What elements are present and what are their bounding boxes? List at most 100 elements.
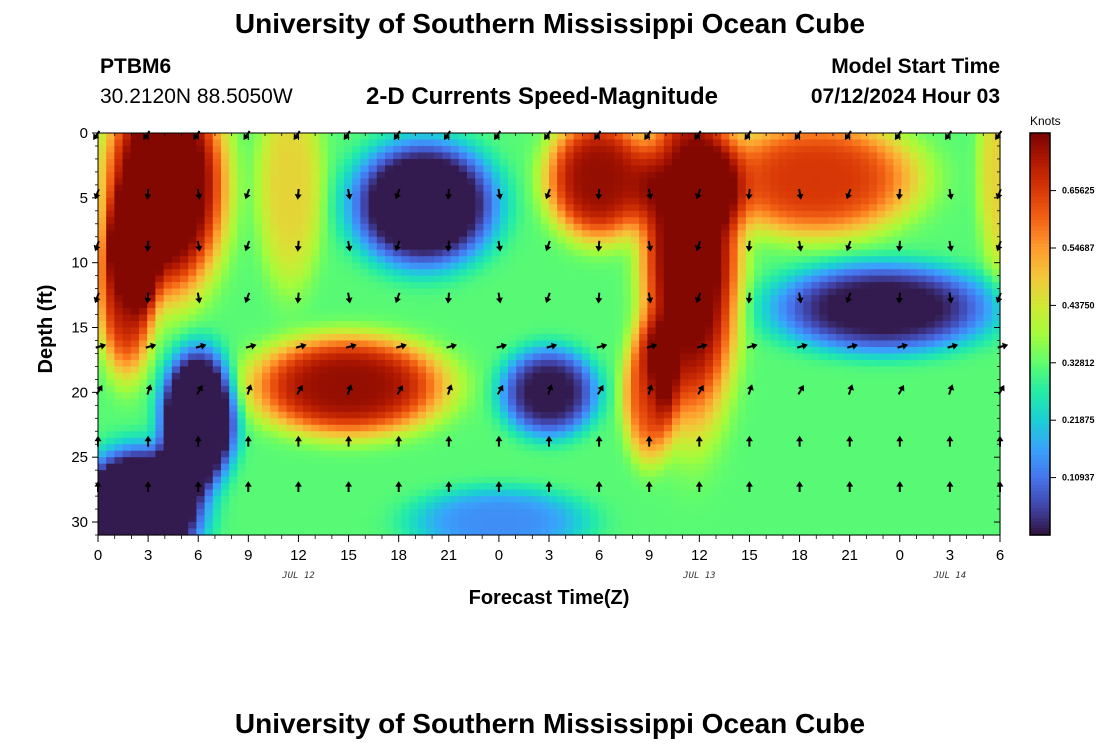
heatmap-cell: [713, 327, 722, 335]
heatmap-cell: [303, 152, 312, 160]
heatmap-cell: [286, 308, 296, 316]
heatmap-cell: [270, 489, 279, 497]
heatmap-cell: [516, 392, 525, 400]
heatmap-cell: [98, 288, 107, 296]
heatmap-cell: [499, 327, 509, 335]
heatmap-cell: [286, 301, 296, 309]
heatmap-cell: [188, 308, 197, 316]
heatmap-cell: [171, 171, 181, 179]
heatmap-cell: [680, 256, 689, 264]
heatmap-cell: [204, 385, 214, 393]
heatmap-cell: [360, 372, 370, 380]
heatmap-cell: [729, 262, 739, 270]
heatmap-cell: [467, 502, 476, 510]
heatmap-cell: [303, 204, 312, 212]
heatmap-cell: [524, 210, 534, 218]
heatmap-cell: [450, 321, 460, 329]
heatmap-cell: [713, 353, 722, 361]
heatmap-cell: [688, 476, 698, 484]
heatmap-cell: [237, 392, 247, 400]
heatmap-cell: [737, 424, 747, 432]
heatmap-cell: [385, 457, 394, 465]
heatmap-cell: [647, 158, 657, 167]
heatmap-cell: [704, 256, 714, 264]
heatmap-cell: [278, 431, 288, 439]
heatmap-cell: [450, 340, 460, 348]
heatmap-cell: [114, 243, 124, 251]
heatmap-cell: [450, 197, 460, 205]
heatmap-cell: [647, 145, 657, 154]
heatmap-cell: [319, 398, 329, 406]
heatmap-cell: [458, 334, 468, 342]
heatmap-cell: [130, 295, 140, 303]
heatmap-cell: [122, 243, 132, 251]
heatmap-cell: [508, 204, 517, 212]
heatmap-cell: [631, 256, 640, 264]
heatmap-cell: [368, 321, 378, 329]
heatmap-cell: [680, 372, 689, 380]
heatmap-cell: [721, 340, 730, 348]
heatmap-cell: [688, 379, 698, 387]
heatmap-cell: [385, 269, 394, 277]
heatmap-cell: [532, 424, 542, 432]
heatmap-cell: [499, 191, 509, 199]
heatmap-cell: [647, 522, 657, 530]
heatmap-cell: [327, 431, 337, 439]
heatmap-cell: [114, 308, 124, 316]
heatmap-cell: [442, 392, 452, 400]
heatmap-cell: [475, 210, 484, 218]
heatmap-cell: [614, 217, 624, 225]
heatmap-cell: [376, 528, 386, 536]
heatmap-cell: [721, 262, 730, 270]
heatmap-cell: [327, 158, 337, 167]
heatmap-cell: [590, 418, 599, 426]
heatmap-cell: [598, 359, 607, 368]
heatmap-cell: [532, 301, 542, 309]
heatmap-cell: [352, 431, 361, 439]
heatmap-cell: [532, 444, 542, 452]
heatmap-cell: [581, 385, 591, 393]
heatmap-cell: [483, 236, 493, 244]
heatmap-cell: [573, 184, 583, 192]
heatmap-cell: [655, 444, 665, 452]
heatmap-cell: [565, 522, 575, 530]
heatmap-cell: [655, 522, 665, 530]
heatmap-cell: [499, 431, 509, 439]
heatmap-cell: [212, 470, 222, 478]
heatmap-cell: [409, 133, 419, 141]
heatmap-cell: [360, 230, 370, 238]
heatmap-cell: [262, 269, 271, 277]
heatmap-cell: [237, 489, 247, 497]
heatmap-cell: [524, 152, 534, 160]
heatmap-cell: [426, 457, 435, 465]
heatmap-cell: [721, 437, 730, 445]
heatmap-cell: [549, 321, 558, 329]
heatmap-cell: [713, 288, 722, 296]
heatmap-cell: [180, 353, 189, 361]
heatmap-cell: [458, 353, 468, 361]
heatmap-cell: [221, 249, 230, 257]
heatmap-cell: [745, 133, 755, 141]
heatmap-cell: [516, 230, 525, 238]
heatmap-cell: [655, 431, 665, 439]
heatmap-cell: [745, 450, 755, 458]
heatmap-cell: [483, 288, 493, 296]
heatmap-cell: [622, 210, 632, 218]
heatmap-cell: [237, 424, 247, 432]
heatmap-cell: [417, 178, 427, 186]
heatmap-cell: [483, 424, 493, 432]
heatmap-cell: [344, 269, 353, 277]
heatmap-cell: [631, 470, 640, 478]
heatmap-cell: [327, 496, 337, 504]
heatmap-cell: [475, 249, 484, 257]
heatmap-cell: [696, 217, 706, 225]
heatmap-cell: [606, 379, 616, 387]
heatmap-cell: [139, 392, 148, 400]
heatmap-cell: [114, 353, 124, 361]
heatmap-cell: [122, 308, 132, 316]
heatmap-cell: [721, 184, 730, 192]
heatmap-cell: [647, 152, 657, 160]
heatmap-cell: [434, 405, 443, 413]
heatmap-cell: [221, 509, 230, 517]
heatmap-cell: [147, 353, 156, 361]
